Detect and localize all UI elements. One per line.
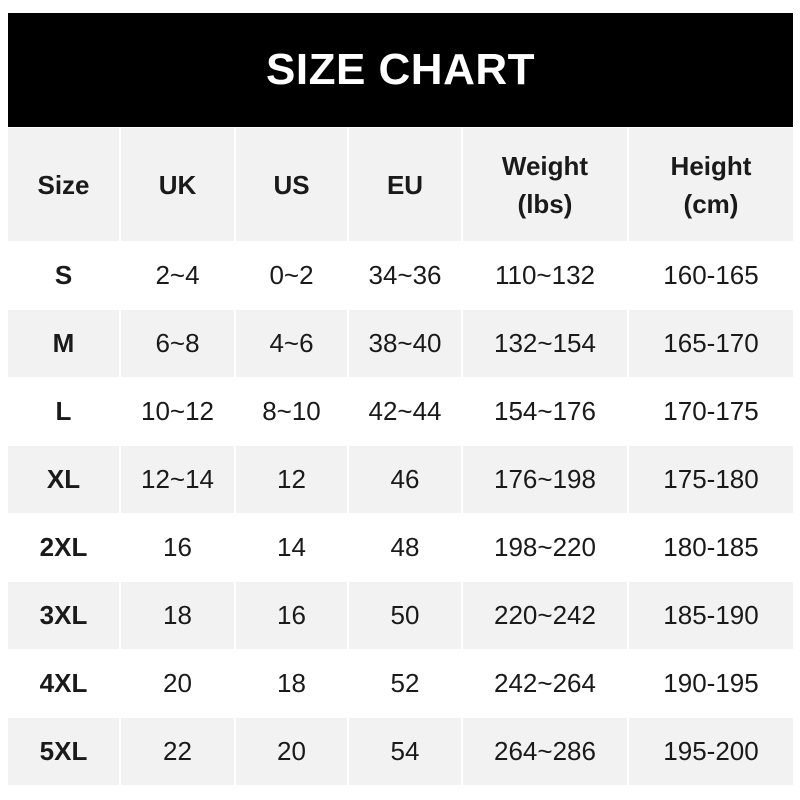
cell-us: 0~2 xyxy=(234,241,348,310)
column-header-eu: EU xyxy=(347,127,462,242)
cell-uk: 12~14 xyxy=(119,445,235,514)
table-row: M 6~8 4~6 38~40 132~154 165-170 xyxy=(8,309,793,378)
cell-us: 18 xyxy=(234,649,348,718)
cell-us: 8~10 xyxy=(234,377,348,446)
cell-size: 4XL xyxy=(8,649,120,718)
cell-eu: 50 xyxy=(347,581,462,650)
cell-weight: 220~242 xyxy=(461,581,628,650)
cell-size: S xyxy=(8,241,120,310)
cell-uk: 6~8 xyxy=(119,309,235,378)
cell-height: 195-200 xyxy=(627,717,793,785)
cell-height: 165-170 xyxy=(627,309,793,378)
header-row: Size UK US EU Weight (lbs) Height (cm) xyxy=(8,127,793,242)
column-header-size: Size xyxy=(8,127,120,242)
cell-size: 3XL xyxy=(8,581,120,650)
cell-height: 185-190 xyxy=(627,581,793,650)
cell-eu: 42~44 xyxy=(347,377,462,446)
cell-weight: 154~176 xyxy=(461,377,628,446)
cell-eu: 54 xyxy=(347,717,462,785)
table-row: 5XL 22 20 54 264~286 195-200 xyxy=(8,717,793,785)
cell-height: 190-195 xyxy=(627,649,793,718)
cell-uk: 20 xyxy=(119,649,235,718)
cell-size: 2XL xyxy=(8,513,120,582)
cell-height: 170-175 xyxy=(627,377,793,446)
cell-size: M xyxy=(8,309,120,378)
cell-eu: 48 xyxy=(347,513,462,582)
cell-eu: 34~36 xyxy=(347,241,462,310)
cell-weight: 198~220 xyxy=(461,513,628,582)
cell-size: XL xyxy=(8,445,120,514)
table-row: 3XL 18 16 50 220~242 185-190 xyxy=(8,581,793,650)
cell-uk: 16 xyxy=(119,513,235,582)
cell-size: L xyxy=(8,377,120,446)
cell-height: 160-165 xyxy=(627,241,793,310)
cell-us: 14 xyxy=(234,513,348,582)
table-row: S 2~4 0~2 34~36 110~132 160-165 xyxy=(8,241,793,310)
cell-eu: 52 xyxy=(347,649,462,718)
column-header-uk: UK xyxy=(119,127,235,242)
table-row: 4XL 20 18 52 242~264 190-195 xyxy=(8,649,793,718)
cell-us: 4~6 xyxy=(234,309,348,378)
column-header-height: Height (cm) xyxy=(627,127,793,242)
cell-size: 5XL xyxy=(8,717,120,785)
cell-weight: 242~264 xyxy=(461,649,628,718)
column-header-weight: Weight (lbs) xyxy=(461,127,628,242)
cell-us: 20 xyxy=(234,717,348,785)
table-row: XL 12~14 12 46 176~198 175-180 xyxy=(8,445,793,514)
cell-uk: 10~12 xyxy=(119,377,235,446)
column-header-us: US xyxy=(234,127,348,242)
cell-weight: 264~286 xyxy=(461,717,628,785)
table-row: L 10~12 8~10 42~44 154~176 170-175 xyxy=(8,377,793,446)
cell-weight: 176~198 xyxy=(461,445,628,514)
cell-uk: 2~4 xyxy=(119,241,235,310)
table-row: 2XL 16 14 48 198~220 180-185 xyxy=(8,513,793,582)
cell-height: 175-180 xyxy=(627,445,793,514)
cell-weight: 132~154 xyxy=(461,309,628,378)
cell-uk: 18 xyxy=(119,581,235,650)
size-chart-title: SIZE CHART xyxy=(8,13,793,127)
cell-eu: 46 xyxy=(347,445,462,514)
cell-height: 180-185 xyxy=(627,513,793,582)
size-table: Size UK US EU Weight (lbs) Height (cm) S 2~4 0~… xyxy=(8,127,793,785)
cell-us: 16 xyxy=(234,581,348,650)
cell-weight: 110~132 xyxy=(461,241,628,310)
cell-us: 12 xyxy=(234,445,348,514)
cell-uk: 22 xyxy=(119,717,235,785)
cell-eu: 38~40 xyxy=(347,309,462,378)
